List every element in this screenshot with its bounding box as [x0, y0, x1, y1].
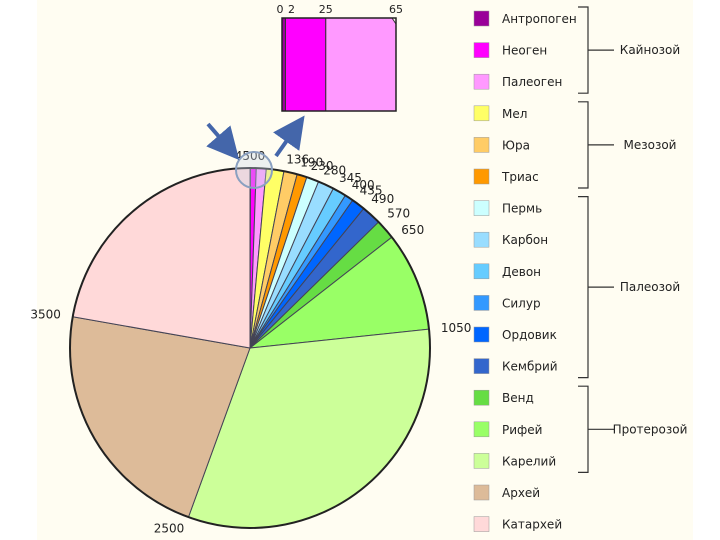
legend-label-16: Катархей: [502, 518, 562, 532]
era-label-0: Кайнозой: [620, 43, 680, 57]
era-bracket-3: [578, 385, 589, 473]
legend-label-2: Палеоген: [502, 75, 562, 89]
legend-swatch-12: [473, 389, 490, 406]
legend-swatch-5: [473, 168, 490, 185]
inset-tick-label-1: 2: [288, 3, 295, 16]
legend-label-14: Карелий: [502, 454, 556, 468]
legend-swatch-4: [473, 137, 490, 153]
magnifier-arrow-out: [273, 115, 305, 158]
legend-swatch-3: [473, 105, 490, 122]
inset-slice-1: [285, 17, 327, 112]
boundary-label-7: 435: [360, 183, 383, 197]
legend-swatch-6: [473, 200, 490, 216]
legend-swatch-14: [473, 453, 490, 469]
era-brackets: Кайнозой Мезозой Палеозой Протерозой: [578, 6, 688, 473]
legend-swatch-13: [473, 421, 490, 438]
legend-label-12: Венд: [502, 391, 534, 405]
legend-swatch-8: [473, 263, 490, 280]
legend-label-7: Карбон: [502, 233, 548, 247]
inset-zoom-chart: 0 2 25 65: [277, 3, 403, 112]
boundary-label-11: 1050: [441, 321, 472, 335]
pie-slice-16: [72, 167, 251, 349]
legend-label-5: Триас: [501, 170, 539, 184]
legend-label-10: Ордовик: [502, 328, 557, 342]
boundary-label-10: 650: [401, 223, 424, 237]
legend-swatch-16: [473, 516, 490, 532]
legend-label-9: Силур: [502, 296, 541, 310]
boundary-labels: 4500136190230280345400435490570650105025…: [30, 149, 471, 535]
legend-swatch-9: [473, 295, 490, 311]
magnifier-arrow-in: [206, 122, 240, 161]
era-label-2: Палеозой: [620, 280, 680, 294]
boundary-label-4: 280: [323, 164, 346, 178]
magnifier-circle: [235, 151, 273, 189]
legend-label-6: Пермь: [502, 202, 542, 216]
legend-label-13: Рифей: [502, 423, 542, 437]
legend: Антропоген Неоген Палеоген Мел Юра Триас Пермь…: [473, 10, 577, 532]
era-label-3: Протерозой: [613, 422, 688, 436]
inset-slice-2: [325, 17, 397, 112]
boundary-label-3: 230: [311, 159, 334, 173]
era-bracket-0: [578, 6, 589, 94]
legend-label-3: Мел: [502, 107, 527, 121]
era-bracket-2: [578, 196, 589, 379]
legend-swatch-2: [473, 73, 490, 90]
boundary-label-2: 190: [300, 156, 323, 170]
inset-frame: [281, 17, 397, 112]
boundary-label-9: 570: [387, 207, 410, 221]
inset-tick-label-2: 25: [319, 3, 333, 16]
legend-swatch-10: [473, 326, 490, 343]
inset-tick-label-3: 65: [389, 3, 403, 16]
legend-swatch-1: [473, 42, 490, 58]
boundary-label-5: 345: [339, 171, 362, 185]
legend-label-15: Архей: [502, 486, 540, 500]
inset-tick-label-0: 0: [277, 3, 284, 16]
legend-label-8: Девон: [502, 265, 541, 279]
legend-label-1: Неоген: [502, 44, 547, 58]
legend-swatch-15: [473, 484, 490, 501]
legend-label-0: Антропоген: [502, 12, 577, 26]
boundary-label-12: 2500: [154, 521, 185, 535]
magnifier-group: [206, 115, 305, 189]
legend-swatch-0: [473, 10, 490, 27]
boundary-label-6: 400: [352, 178, 375, 192]
boundary-label-13: 3500: [30, 308, 61, 322]
legend-label-4: Юра: [502, 138, 530, 152]
era-label-1: Мезозой: [624, 138, 677, 152]
legend-swatch-7: [473, 231, 490, 248]
legend-swatch-11: [473, 358, 490, 374]
boundary-label-8: 490: [371, 192, 394, 206]
pie-slices: [69, 167, 431, 529]
boundary-label-1: 136: [286, 153, 309, 167]
pie-outline: [69, 167, 431, 529]
era-bracket-1: [578, 101, 589, 189]
legend-label-11: Кембрий: [502, 360, 558, 374]
